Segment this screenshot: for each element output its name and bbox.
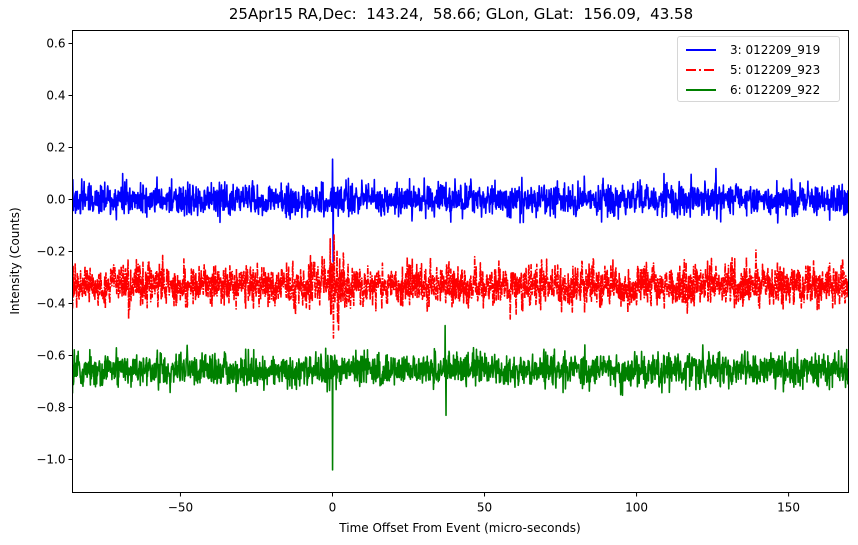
x-axis-ticks: −50 0 50 100 150: [168, 492, 800, 515]
y-tick-label: −1.0: [36, 452, 65, 466]
legend-label: 5: 012209_923: [730, 63, 821, 77]
x-tick-label: 150: [777, 501, 800, 515]
series-line-6: [72, 324, 849, 471]
y-tick-label: −0.8: [36, 400, 65, 414]
y-tick-label: 0.2: [46, 140, 65, 154]
x-axis-label: Time Offset From Event (micro-seconds): [338, 521, 580, 535]
chart-title: 25Apr15 RA,Dec: 143.24, 58.66; GLon, GLa…: [228, 5, 694, 23]
legend-item-series-5: 5: 012209_923: [686, 60, 839, 80]
series-line-5: [72, 234, 849, 339]
y-tick-label: 0.4: [46, 88, 65, 102]
legend: 3: 012209_919 5: 012209_923 6: 012209_92…: [677, 36, 840, 102]
y-tick-label: −0.2: [36, 244, 65, 258]
legend-item-series-6: 6: 012209_922: [686, 80, 839, 100]
legend-line-solid-blue-icon: [686, 46, 716, 54]
y-axis-label: Intensity (Counts): [8, 207, 22, 314]
y-axis-ticks: 0.6 0.4 0.2 0.0 −0.2 −0.4 −0.6 −0.8 −1.0: [36, 36, 73, 466]
x-tick-label: 100: [625, 501, 648, 515]
legend-line-dashdot-red-icon: [686, 66, 716, 74]
series-line-3: [72, 158, 849, 263]
y-tick-label: −0.6: [36, 348, 65, 362]
y-tick-label: −0.4: [36, 296, 65, 310]
legend-label: 3: 012209_919: [730, 43, 821, 57]
series-layer: [72, 158, 849, 471]
legend-line-solid-green-icon: [686, 86, 716, 94]
x-tick-label: 0: [329, 501, 337, 515]
y-tick-label: 0.0: [46, 192, 65, 206]
x-tick-label: −50: [168, 501, 193, 515]
axes-frame: [72, 30, 849, 493]
x-tick-label: 50: [477, 501, 492, 515]
y-tick-label: 0.6: [46, 36, 65, 50]
legend-item-series-3: 3: 012209_919: [686, 40, 839, 60]
legend-label: 6: 012209_922: [730, 83, 821, 97]
